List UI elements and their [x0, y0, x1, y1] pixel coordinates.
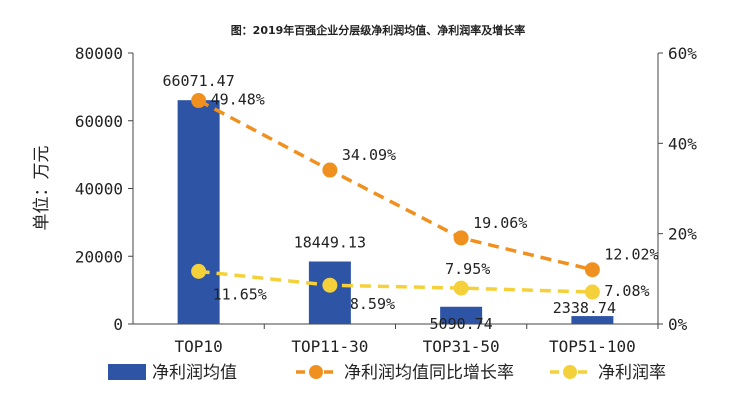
line-point	[322, 162, 338, 178]
y-tick-label: 60000	[75, 112, 123, 131]
line-point	[322, 277, 338, 293]
series-line	[197, 98, 593, 272]
legend-growth-marker	[309, 365, 323, 379]
y2-tick-label: 40%	[668, 134, 697, 153]
line-point	[191, 93, 207, 109]
bar-value-label: 18449.13	[294, 234, 366, 252]
chart-title: 图：2019年百强企业分层级净利润均值、净利润率及增长率	[231, 23, 526, 37]
margin-value-label: 8.59%	[350, 295, 395, 313]
legend-label-bar: 净利润均值	[152, 363, 237, 383]
margin-value-label: 7.08%	[604, 282, 649, 300]
y-axis-title: 单位：万元	[32, 146, 52, 231]
growth-value-label: 12.02%	[604, 246, 658, 264]
y2-tick-label: 0%	[668, 315, 688, 334]
margin-value-label: 11.65%	[213, 285, 267, 303]
y-tick-label: 0	[113, 315, 123, 334]
line-point	[453, 230, 469, 246]
bar-mark	[308, 261, 351, 324]
legend-bar-swatch	[108, 364, 146, 380]
x-tick-label: TOP31-50	[423, 337, 500, 356]
growth-value-label: 19.06%	[473, 214, 527, 232]
y-tick-label: 40000	[75, 180, 123, 199]
y-tick-label: 80000	[75, 44, 123, 63]
x-tick-label: TOP51-100	[549, 337, 636, 356]
y-tick-label: 20000	[75, 247, 123, 266]
legend-label-growth: 净利润均值同比增长率	[344, 363, 514, 383]
bar-mark	[440, 306, 483, 324]
line-point	[453, 280, 469, 296]
line-point	[584, 284, 600, 300]
legend-label-margin: 净利润率	[598, 363, 666, 383]
bar-value-label: 66071.47	[163, 72, 235, 90]
y2-tick-label: 20%	[668, 225, 697, 244]
y2-tick-label: 60%	[668, 44, 697, 63]
growth-value-label: 49.48%	[211, 91, 265, 109]
bar-mark	[177, 100, 220, 324]
bar-value-label: 2338.74	[553, 299, 616, 317]
bar-value-label: 5090.74	[430, 315, 493, 333]
x-tick-label: TOP11-30	[291, 337, 368, 356]
line-point	[191, 263, 207, 279]
bar-mark	[571, 316, 614, 324]
series-line	[198, 269, 593, 294]
margin-value-label: 7.95%	[445, 260, 490, 278]
line-point	[584, 262, 600, 278]
x-tick-label: TOP10	[175, 337, 223, 356]
legend-margin-marker	[563, 365, 577, 379]
growth-value-label: 34.09%	[342, 146, 396, 164]
